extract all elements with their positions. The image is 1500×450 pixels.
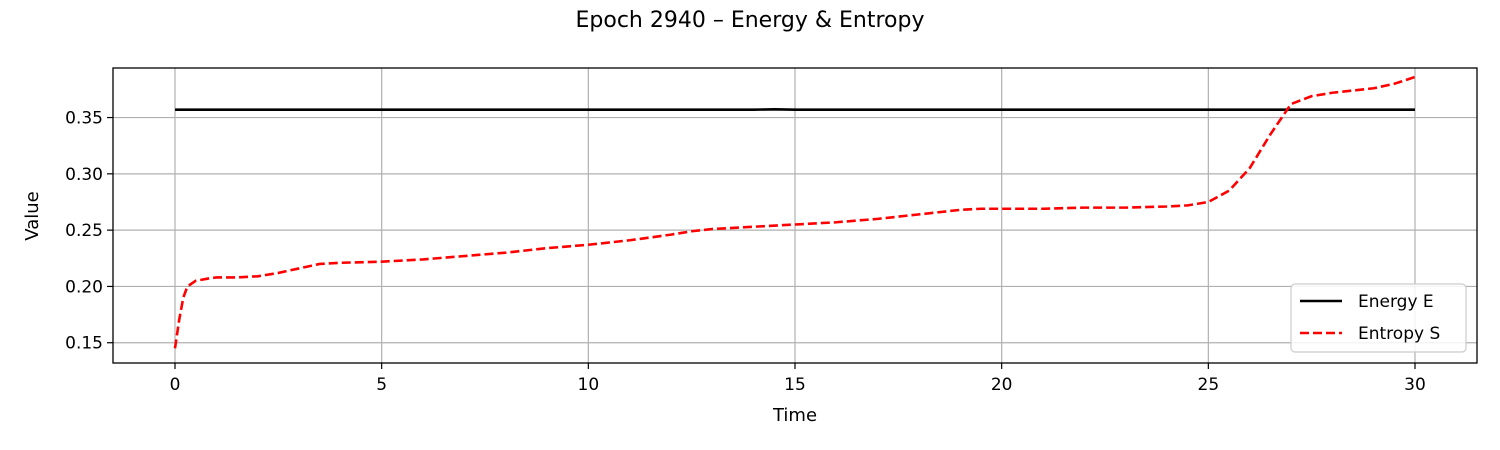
- x-tick-label: 15: [784, 375, 806, 395]
- tick-layer: 0 5 10 15 20 25 30 0.15 0.20 0.25 0.30 0.35: [65, 109, 1426, 395]
- x-tick-label: 25: [1198, 375, 1220, 395]
- grid-layer: [113, 68, 1477, 363]
- y-tick-label: 0.25: [65, 221, 103, 241]
- y-tick-label: 0.30: [65, 165, 103, 185]
- legend-label-entropy: Entropy S: [1358, 324, 1440, 344]
- series-line-entropy: [173, 75, 1416, 349]
- series-layer: [173, 75, 1416, 349]
- chart-title: Epoch 2940 – Energy & Entropy: [576, 8, 925, 33]
- x-tick-label: 20: [991, 375, 1013, 395]
- x-tick-label: 5: [376, 375, 387, 395]
- y-tick-label: 0.35: [65, 109, 103, 129]
- y-axis-label: Value: [22, 191, 43, 240]
- x-tick-label: 10: [578, 375, 600, 395]
- x-tick-label: 30: [1404, 375, 1426, 395]
- legend-label-energy: Energy E: [1358, 292, 1434, 312]
- x-tick-label: 0: [170, 375, 181, 395]
- legend: Energy E Entropy S: [1290, 283, 1467, 353]
- y-tick-label: 0.15: [65, 334, 103, 354]
- x-axis-label: Time: [772, 405, 817, 426]
- y-tick-label: 0.20: [65, 277, 103, 297]
